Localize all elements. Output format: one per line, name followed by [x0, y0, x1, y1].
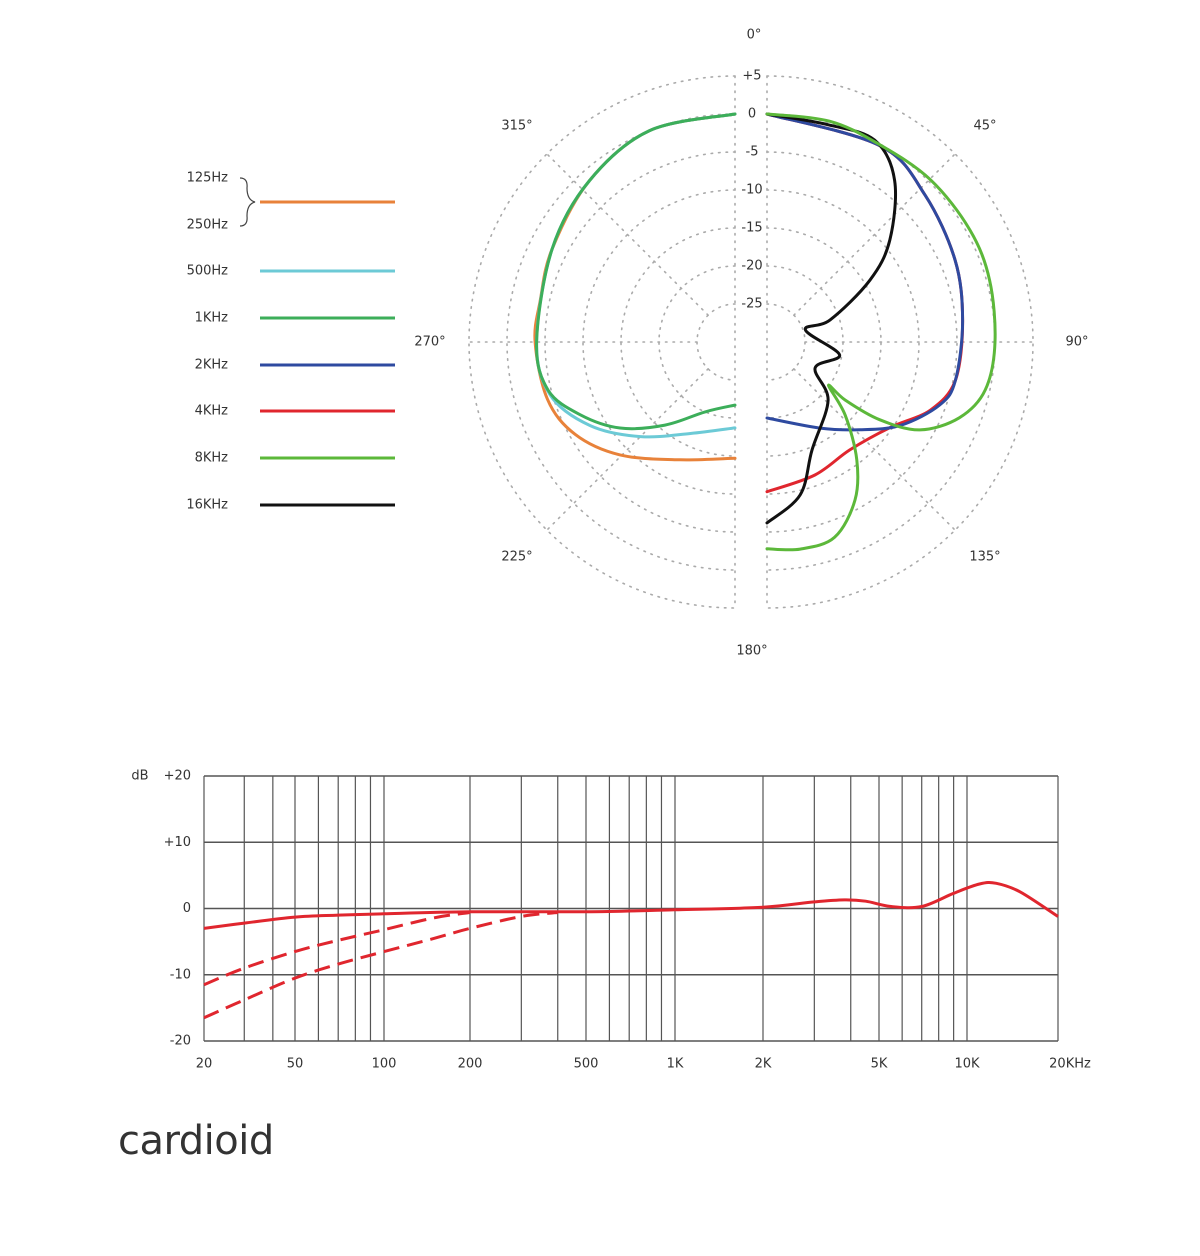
- y-tick-label: -20: [170, 1034, 191, 1049]
- x-tick-label: 2K: [755, 1057, 772, 1072]
- ring-label: -5: [746, 145, 759, 160]
- x-tick-label: 50: [287, 1057, 304, 1072]
- ring-label: +5: [742, 69, 761, 84]
- x-tick-label: 5K: [871, 1057, 888, 1072]
- x-tick-label: 10K: [954, 1057, 980, 1072]
- legend-label: 250Hz: [187, 218, 229, 233]
- angle-label: 135°: [969, 550, 1000, 565]
- x-tick-label: 500: [574, 1057, 599, 1072]
- polar-ring-right: [766, 151, 958, 533]
- polar-series-500hz: [535, 112, 737, 439]
- ring-label: -10: [741, 183, 762, 198]
- polar-ring-left: [582, 189, 736, 495]
- ring-label-bg: [740, 106, 766, 122]
- ring-label-bg: [740, 68, 766, 84]
- polar-ring-right: [766, 303, 806, 381]
- x-tick-label: 100: [372, 1057, 397, 1072]
- legend-label: 125Hz: [187, 171, 229, 186]
- angle-label: 225°: [501, 550, 532, 565]
- ring-label-bg: [740, 182, 766, 198]
- angle-label: 270°: [414, 335, 445, 350]
- y-tick-label: +20: [164, 769, 191, 784]
- angle-label: 0°: [747, 28, 762, 43]
- pattern-caption: cardioid: [118, 1118, 274, 1164]
- y-tick-label: -10: [170, 967, 191, 982]
- polar-ring-left: [468, 75, 736, 609]
- ring-label-bg: [740, 296, 766, 312]
- ring-label: 0: [748, 107, 756, 122]
- polar-grid: [468, 75, 1034, 609]
- polar-series-1khz: [535, 112, 737, 431]
- ring-label: -15: [741, 221, 762, 236]
- polar-series-8khz: [765, 112, 997, 552]
- x-tick-label: 1K: [667, 1057, 684, 1072]
- legend-brace: [239, 177, 256, 227]
- legend-label: 500Hz: [187, 264, 229, 279]
- x-tick-label: 20KHz: [1049, 1057, 1091, 1072]
- legend-label: 4KHz: [195, 404, 229, 419]
- legend-label: 2KHz: [195, 358, 229, 373]
- response-response: [203, 881, 1059, 930]
- legend-label: 1KHz: [195, 311, 229, 326]
- polar-spoke: [546, 153, 709, 316]
- legend-label: 16KHz: [186, 498, 228, 513]
- y-axis-label: dB: [131, 769, 148, 784]
- ring-label-bg: [740, 258, 766, 274]
- polar-ring-right: [766, 189, 920, 495]
- response-bass-cut-2: [203, 911, 558, 1020]
- polar-ring-left: [696, 303, 736, 381]
- polar-ring-right: [766, 227, 882, 457]
- x-tick-label: 20: [196, 1057, 213, 1072]
- ring-label-bg: [740, 144, 766, 160]
- polar-spoke: [793, 153, 956, 316]
- y-tick-label: 0: [183, 901, 191, 916]
- frequency-grid: [203, 775, 1059, 1042]
- polar-ring-left: [620, 227, 736, 457]
- polar-ring-right: [766, 75, 1034, 609]
- ring-label: -25: [741, 297, 762, 312]
- polar-series-4khz: [765, 112, 965, 494]
- y-tick-label: +10: [164, 835, 191, 850]
- legend-label: 8KHz: [195, 451, 229, 466]
- angle-label: 315°: [501, 119, 532, 134]
- angle-label: 180°: [736, 644, 767, 659]
- ring-label-bg: [740, 220, 766, 236]
- polar-spoke: [793, 368, 956, 531]
- angle-label: 90°: [1065, 335, 1088, 350]
- ring-label: -20: [741, 259, 762, 274]
- x-tick-label: 200: [458, 1057, 483, 1072]
- polar-ring-left: [544, 151, 736, 533]
- polar-series-16khz: [765, 112, 898, 525]
- polar-series-2khz: [765, 112, 965, 432]
- polar-spoke: [546, 368, 709, 531]
- response-bass-cut-1: [203, 911, 471, 987]
- angle-label: 45°: [973, 119, 996, 134]
